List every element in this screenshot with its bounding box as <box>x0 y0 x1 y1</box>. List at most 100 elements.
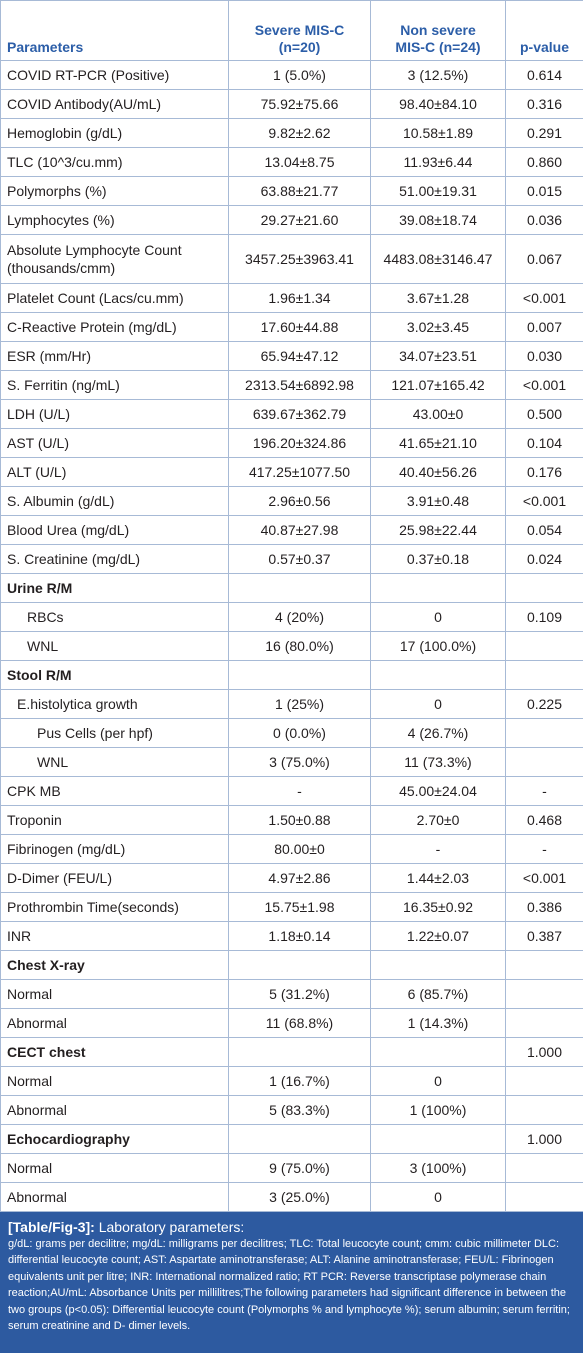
header-text: (n=20) <box>278 39 321 55</box>
parameter-cell: CPK MB <box>0 776 229 806</box>
p-cell: 0.387 <box>505 921 583 951</box>
p-cell: 0.067 <box>505 234 583 284</box>
p-cell: 0.036 <box>505 205 583 235</box>
severe-cell: 17.60±44.88 <box>228 312 371 342</box>
non-severe-cell: 3.02±3.45 <box>370 312 506 342</box>
non-severe-value: 17 (100.0%) <box>399 638 477 654</box>
caption-heading: [Table/Fig-3]: Laboratory parameters: <box>8 1218 575 1236</box>
parameter-label: ESR (mm/Hr) <box>7 348 91 364</box>
parameter-label: CECT chest <box>7 1044 86 1060</box>
parameter-cell: S. Creatinine (mg/dL) <box>0 544 229 574</box>
severe-cell: 5 (31.2%) <box>228 979 371 1009</box>
severe-cell: 2.96±0.56 <box>228 486 371 516</box>
severe-value: 16 (80.0%) <box>265 638 334 654</box>
p-cell <box>505 1095 583 1125</box>
parameter-label: Abnormal <box>7 1102 67 1118</box>
non-severe-value: 40.40±56.26 <box>399 464 477 480</box>
non-severe-value: 11.93±6.44 <box>403 154 473 170</box>
severe-value: 1.96±1.34 <box>268 290 331 306</box>
parameter-cell: AST (U/L) <box>0 428 229 458</box>
non-severe-value: 0.37±0.18 <box>406 551 470 567</box>
p-cell: <0.001 <box>505 283 583 313</box>
parameter-cell: D-Dimer (FEU/L) <box>0 863 229 893</box>
non-severe-cell: 0 <box>370 602 506 632</box>
p-cell: - <box>505 776 583 806</box>
non-severe-cell <box>370 950 506 980</box>
severe-cell: 3 (25.0%) <box>228 1182 371 1212</box>
p-cell: 0.015 <box>505 176 583 206</box>
severe-value: 3 (75.0%) <box>269 754 330 770</box>
non-severe-cell: 10.58±1.89 <box>370 118 506 148</box>
parameter-label: CPK MB <box>7 783 61 799</box>
non-severe-value: 0 <box>434 609 442 625</box>
non-severe-cell <box>370 1037 506 1067</box>
severe-value: 5 (31.2%) <box>269 986 330 1002</box>
data-row: Hemoglobin (g/dL) 9.82±2.62 10.58±1.89 0.29… <box>0 118 583 148</box>
p-value: 0.104 <box>526 435 563 451</box>
p-value: 0.468 <box>526 812 563 828</box>
severe-value: 0.57±0.37 <box>268 551 331 567</box>
data-row: TLC (10^3/cu.mm) 13.04±8.75 11.93±6.44 0.86… <box>0 147 583 177</box>
data-row: Troponin 1.50±0.88 2.70±0 0.468 <box>0 805 583 835</box>
p-value: 0.860 <box>526 154 563 170</box>
parameter-label: LDH (U/L) <box>7 406 71 422</box>
p-value: 0.291 <box>526 125 563 141</box>
severe-cell: 1.50±0.88 <box>228 805 371 835</box>
severe-cell <box>228 950 371 980</box>
p-value: <0.001 <box>522 870 567 886</box>
parameter-cell: INR <box>0 921 229 951</box>
non-severe-cell: 3.67±1.28 <box>370 283 506 313</box>
parameter-label: ALT (U/L) <box>7 464 67 480</box>
parameter-cell: Normal <box>0 979 229 1009</box>
parameter-label: Chest X-ray <box>7 957 85 973</box>
non-severe-cell: 16.35±0.92 <box>370 892 506 922</box>
parameter-cell: C-Reactive Protein (mg/dL) <box>0 312 229 342</box>
data-row: RBCs 4 (20%) 0 0.109 <box>0 602 583 632</box>
severe-cell <box>228 1124 371 1154</box>
parameter-label: TLC (10^3/cu.mm) <box>7 154 123 170</box>
severe-value: 75.92±75.66 <box>260 96 339 112</box>
p-value: 0.176 <box>526 464 563 480</box>
header-text: MIS-C (n=24) <box>395 39 481 55</box>
parameter-label: COVID RT-PCR (Positive) <box>7 67 170 83</box>
parameter-cell: Normal <box>0 1066 229 1096</box>
parameter-cell: LDH (U/L) <box>0 399 229 429</box>
non-severe-cell <box>370 1124 506 1154</box>
parameter-cell: E.histolytica growth <box>0 689 229 719</box>
p-cell <box>505 660 583 690</box>
parameter-cell: S. Ferritin (ng/mL) <box>0 370 229 400</box>
p-value: 0.007 <box>526 319 563 335</box>
non-severe-value: 3.02±3.45 <box>406 319 470 335</box>
severe-cell: 639.67±362.79 <box>228 399 371 429</box>
severe-cell <box>228 660 371 690</box>
parameter-cell: Blood Urea (mg/dL) <box>0 515 229 545</box>
p-value: 0.109 <box>526 609 563 625</box>
data-row: ALT (U/L) 417.25±1077.50 40.40±56.26 0.176 <box>0 457 583 487</box>
parameter-label: S. Ferritin (ng/mL) <box>7 377 120 393</box>
non-severe-cell: 0 <box>370 1066 506 1096</box>
severe-value: 9 (75.0%) <box>269 1160 330 1176</box>
severe-cell: 63.88±21.77 <box>228 176 371 206</box>
header-cell: Parameters <box>0 0 229 61</box>
parameter-label: Polymorphs (%) <box>7 183 107 199</box>
severe-value: 1 (5.0%) <box>273 67 326 83</box>
p-cell: 0.109 <box>505 602 583 632</box>
p-cell <box>505 1066 583 1096</box>
data-row: CPK MB - 45.00±24.04 - <box>0 776 583 806</box>
non-severe-value: 3 (100%) <box>409 1160 467 1176</box>
parameter-label: INR <box>7 928 32 944</box>
p-cell <box>505 573 583 603</box>
severe-value: 2.96±0.56 <box>268 493 331 509</box>
non-severe-value: 4 (26.7%) <box>407 725 469 741</box>
non-severe-cell: 25.98±22.44 <box>370 515 506 545</box>
p-value: 0.036 <box>526 212 563 228</box>
severe-cell: 9.82±2.62 <box>228 118 371 148</box>
parameter-label: S. Creatinine (mg/dL) <box>7 551 141 567</box>
p-cell <box>505 631 583 661</box>
parameter-label: Fibrinogen (mg/dL) <box>7 841 126 857</box>
p-cell: <0.001 <box>505 370 583 400</box>
p-cell <box>505 1182 583 1212</box>
non-severe-cell: - <box>370 834 506 864</box>
p-value: 0.067 <box>526 251 563 267</box>
severe-cell: 1.96±1.34 <box>228 283 371 313</box>
